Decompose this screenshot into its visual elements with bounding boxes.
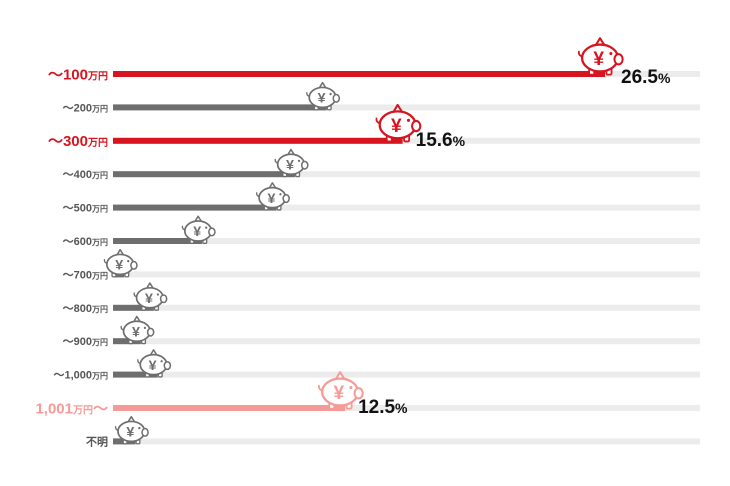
piggy-bank-yen-icon: ¥ [375, 103, 422, 143]
piggy-bank-yen-icon: ¥ [306, 81, 341, 111]
piggy-bank-yen-icon: ¥ [120, 315, 155, 345]
bar-row: 〜100万円 ¥26.5% [48, 37, 700, 88]
piggy-bank-yen-icon: ¥ [133, 282, 168, 311]
bar [113, 71, 605, 77]
category-label: 〜700万円 [63, 269, 108, 281]
piggy-bank-yen-icon: ¥ [577, 37, 624, 76]
bar-track [113, 304, 700, 311]
bar-track [113, 238, 700, 244]
category-label: 1,001万円〜 [35, 400, 108, 417]
bar-row: 〜500万円 ¥ [63, 182, 700, 215]
bar [113, 405, 346, 411]
bar [113, 304, 154, 311]
bar-track [113, 204, 700, 211]
piggy-bank-yen-icon: ¥ [114, 415, 149, 445]
category-label: 〜300万円 [48, 133, 108, 150]
svg-text:¥: ¥ [391, 116, 402, 137]
bar-row: 〜1,000万円 ¥ [53, 349, 700, 382]
bar-row: 〜700万円 ¥ [63, 248, 700, 281]
bar [113, 204, 277, 211]
svg-text:¥: ¥ [267, 191, 275, 207]
bar-track [113, 171, 700, 178]
svg-text:¥: ¥ [318, 91, 326, 107]
piggy-bank-yen-icon: ¥ [255, 182, 290, 211]
bar-track [113, 338, 700, 345]
bar [113, 137, 403, 144]
bar [113, 104, 327, 111]
piggy-bank-yen-icon: ¥ [317, 371, 364, 410]
bar [113, 171, 295, 178]
category-label: 〜900万円 [63, 336, 108, 348]
bar-row: 〜200万円 ¥ [63, 81, 700, 114]
svg-text:¥: ¥ [145, 291, 153, 307]
value-label: 26.5% [621, 67, 671, 88]
svg-text:¥: ¥ [126, 425, 134, 441]
bar-track [113, 371, 700, 378]
piggy-bank-yen-icon: ¥ [181, 215, 216, 245]
bar [113, 371, 158, 378]
svg-text:¥: ¥ [132, 324, 140, 340]
svg-text:¥: ¥ [286, 157, 294, 173]
piggy-bank-yen-icon: ¥ [103, 248, 138, 278]
bar-row: 〜600万円 ¥ [63, 215, 700, 248]
bar-track [113, 104, 700, 111]
bar [113, 338, 141, 345]
category-label: 〜500万円 [63, 203, 108, 215]
bar [113, 238, 203, 244]
bar-row: 〜400万円 ¥ [63, 148, 700, 181]
bar-row: 不明 ¥ [86, 415, 700, 448]
svg-text:¥: ¥ [193, 224, 201, 240]
value-label: 15.6% [416, 130, 466, 151]
svg-text:¥: ¥ [149, 358, 157, 374]
category-label: 不明 [86, 435, 108, 448]
svg-text:¥: ¥ [115, 258, 123, 274]
value-label: 12.5% [358, 397, 408, 418]
category-label: 〜800万円 [63, 303, 108, 315]
category-label: 〜600万円 [63, 236, 108, 248]
bar-track [113, 405, 700, 411]
category-label: 〜1,000万円 [53, 370, 108, 382]
piggy-bank-yen-icon: ¥ [274, 148, 309, 178]
category-label: 〜100万円 [48, 66, 108, 83]
svg-text:¥: ¥ [333, 383, 344, 404]
bar-row: 〜300万円 ¥15.6% [48, 103, 700, 151]
bar-track [113, 271, 700, 278]
bar-row: 〜800万円 ¥ [63, 282, 700, 315]
bar-track [113, 438, 700, 445]
svg-text:¥: ¥ [593, 49, 604, 70]
bar-row: 1,001万円〜 ¥12.5% [35, 371, 700, 418]
category-label: 〜400万円 [63, 169, 108, 181]
bar-row: 〜900万円 ¥ [63, 315, 700, 348]
piggy-bank-yen-icon: ¥ [137, 349, 172, 378]
category-label: 〜200万円 [63, 102, 108, 114]
